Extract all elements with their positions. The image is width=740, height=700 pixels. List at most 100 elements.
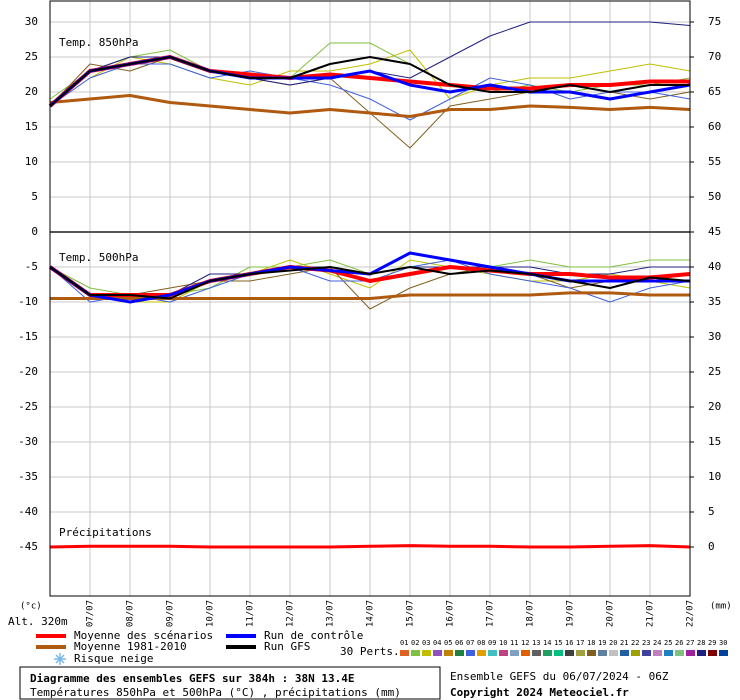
perturbation-swatch [532, 650, 541, 656]
perturbation-id: 06 [455, 639, 463, 647]
perturbation-id: 16 [565, 639, 573, 647]
y-tick-label: -20 [18, 365, 38, 378]
x-tick-label: 22/07 [686, 600, 696, 627]
y2-unit: (mm) [710, 602, 732, 612]
precip-line [49, 544, 691, 549]
y-tick-label: 0 [31, 225, 38, 238]
perturbation-id: 23 [642, 639, 650, 647]
perturbation-swatch [521, 650, 530, 656]
x-tick-label: 09/07 [166, 600, 176, 627]
perturbation-swatch [499, 650, 508, 656]
perturbation-swatch [609, 650, 618, 656]
lines [48, 21, 691, 549]
x-tick-label: 21/07 [646, 600, 656, 627]
perturbation-swatch [719, 650, 728, 656]
y-tick-label: 30 [25, 15, 38, 28]
x-tick-label: 17/07 [486, 600, 496, 627]
x-tick-label: 08/07 [126, 600, 136, 627]
y2-tick-label: 70 [708, 50, 721, 63]
y2-tick-label: 30 [708, 330, 721, 343]
y2-tick-label: 5 [708, 505, 715, 518]
perturbation-id: 21 [620, 639, 628, 647]
perturbation-id: 07 [466, 639, 474, 647]
y-tick-label: -15 [18, 330, 38, 343]
y2-tick-label: 65 [708, 85, 721, 98]
perturbation-swatch [554, 650, 563, 656]
perturbation-swatch [466, 650, 475, 656]
perturbation-swatch [587, 650, 596, 656]
y-tick-label: -5 [25, 260, 38, 273]
legend-label: Moyenne des scénarios [74, 629, 213, 642]
y-tick-label: -10 [18, 295, 38, 308]
perturbation-swatch [664, 650, 673, 656]
perturbation-swatch [675, 650, 684, 656]
perturbation-swatch [631, 650, 640, 656]
perturbation-id: 26 [675, 639, 683, 647]
perturbation-id: 19 [598, 639, 606, 647]
member-line [49, 42, 691, 100]
x-tick-label: 14/07 [366, 600, 376, 627]
perturbation-swatch [488, 650, 497, 656]
perturbation-id: 01 [400, 639, 408, 647]
x-tick-label: 16/07 [446, 600, 456, 627]
y2-tick-label: 10 [708, 470, 721, 483]
perturbation-id: 10 [499, 639, 507, 647]
y2-tick-label: 40 [708, 260, 721, 273]
y2-tick-label: 35 [708, 295, 721, 308]
perturbation-id: 03 [422, 639, 430, 647]
perturbation-id: 15 [554, 639, 562, 647]
perturbation-id: 11 [510, 639, 518, 647]
y2-tick-label: 45 [708, 225, 721, 238]
perturbation-id: 28 [697, 639, 705, 647]
legend-label: Run de contrôle [264, 629, 363, 642]
title-box [19, 666, 441, 700]
y-tick-label: 15 [25, 120, 38, 133]
perturbation-id: 20 [609, 639, 617, 647]
perturbation-swatch [642, 650, 651, 656]
panel-label: Précipitations [59, 526, 152, 539]
y2-tick-label: 75 [708, 15, 721, 28]
perturbation-swatch [477, 650, 486, 656]
perturbation-id: 12 [521, 639, 529, 647]
perturbation-label: 30 Perts. [340, 645, 400, 658]
perturbation-id: 05 [444, 639, 452, 647]
x-tick-label: 07/07 [86, 600, 96, 627]
y-tick-label: -40 [18, 505, 38, 518]
y-tick-label: -45 [18, 540, 38, 553]
chart-subtitle: Températures 850hPa et 500hPa (°C) , pré… [30, 686, 401, 699]
y-tick-label: -25 [18, 400, 38, 413]
copyright: Copyright 2024 Meteociel.fr [450, 686, 629, 699]
series-line [49, 266, 691, 300]
perturbation-id: 18 [587, 639, 595, 647]
perturbation-swatch [433, 650, 442, 656]
perturbation-swatch [598, 650, 607, 656]
x-tick-label: 15/07 [406, 600, 416, 627]
perturbation-swatch [565, 650, 574, 656]
source: Ensemble GEFS du 06/07/2024 - 06Z [450, 670, 669, 683]
y-tick-label: -35 [18, 470, 38, 483]
perturbation-id: 25 [664, 639, 672, 647]
perturbation-swatch [422, 650, 431, 656]
y-tick-label: 5 [31, 190, 38, 203]
x-tick-label: 13/07 [326, 600, 336, 627]
legend-label: Run GFS [264, 640, 310, 653]
perturbation-swatch [543, 650, 552, 656]
panel-label: Temp. 850hPa [59, 36, 138, 49]
x-tick-label: 10/07 [206, 600, 216, 627]
series-line [48, 265, 691, 297]
perturbation-swatch [411, 650, 420, 656]
member-line [49, 266, 691, 310]
perturbation-swatch [697, 650, 706, 656]
perturbation-id: 04 [433, 639, 441, 647]
x-tick-label: 12/07 [286, 600, 296, 627]
perturbation-swatch [686, 650, 695, 656]
plot-frame [49, 0, 691, 597]
member-line [49, 63, 691, 121]
perturbation-swatch [708, 650, 717, 656]
perturbation-id: 24 [653, 639, 661, 647]
perturbation-swatch [510, 650, 519, 656]
perturbation-swatch [444, 650, 453, 656]
panel-label: Temp. 500hPa [59, 251, 138, 264]
y-tick-label: 20 [25, 85, 38, 98]
